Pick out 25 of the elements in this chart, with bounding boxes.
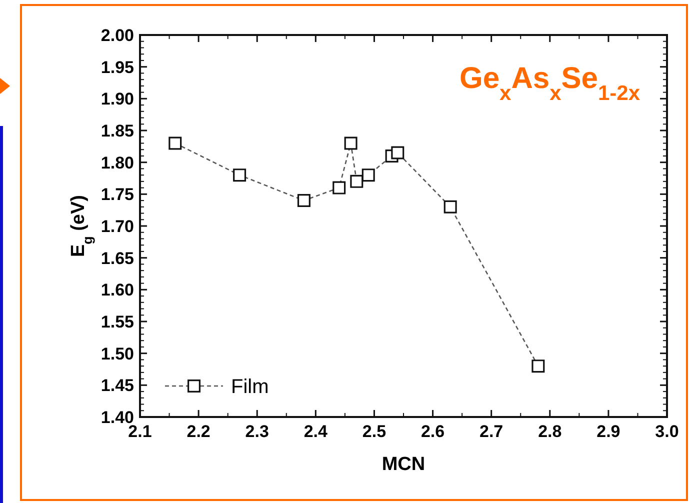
- y-tick-label: 2.00: [100, 26, 134, 45]
- y-tick-label: 1.80: [100, 153, 134, 172]
- y-tick-label: 1.70: [100, 216, 134, 236]
- y-tick-label: 1.60: [100, 280, 134, 300]
- x-tick-label: 2.7: [480, 422, 504, 441]
- x-tick-label: 2.1: [128, 422, 152, 441]
- y-tick-label: 1.75: [100, 185, 134, 204]
- x-tick-label: 2.4: [304, 422, 328, 441]
- y-tick-label: 1.45: [100, 376, 134, 396]
- x-tick-label: 2.3: [245, 422, 269, 441]
- y-tick-label: 1.95: [100, 58, 134, 77]
- x-tick-label: 2.2: [186, 422, 210, 441]
- y-tick-label: 1.85: [100, 121, 134, 140]
- x-tick-label: 2.8: [538, 422, 562, 441]
- y-tick-label: 1.50: [100, 344, 134, 364]
- y-tick-label: 1.65: [100, 248, 134, 268]
- y-tick-label: 1.90: [100, 90, 134, 109]
- x-axis-title: MCN: [382, 454, 426, 475]
- x-tick-label: 2.5: [362, 422, 386, 441]
- x-tick-label: 2.6: [420, 422, 445, 441]
- x-tick-label: 2.9: [596, 422, 620, 441]
- legend-label: Film: [231, 376, 269, 398]
- text: Ge$_{x}$As$_{x}$Se$_{1-2x}$: [460, 62, 640, 104]
- x-tick-label: 3.0: [655, 422, 679, 441]
- y-tick-label: 1.55: [100, 312, 134, 332]
